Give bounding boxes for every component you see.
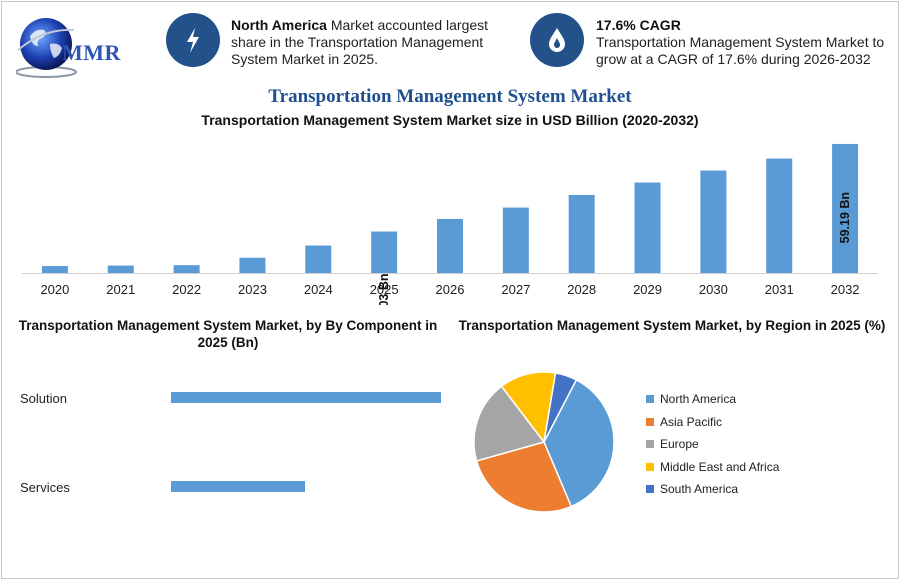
main-title: Transportation Management System Market [268, 86, 632, 107]
highlight-2-badge [530, 13, 584, 67]
data-label: 59.19 Bn [838, 192, 852, 243]
bar-chart-title: Transportation Management System Market … [201, 112, 699, 128]
x-tick-label: 2022 [172, 282, 201, 297]
legend-item: Middle East and Africa [646, 456, 779, 479]
pie-slice-asia-pacific [475, 441, 573, 513]
x-tick-label: 2024 [304, 282, 333, 297]
highlight-1-body: Market accounted largest share in the Tr… [231, 17, 489, 67]
x-tick-label: 2029 [633, 282, 662, 297]
logo-text: MMR [62, 40, 121, 65]
data-label: 19.03 Bn [377, 274, 391, 305]
legend-swatch [646, 485, 654, 494]
component-chart-title: Transportation Management System Market,… [18, 318, 438, 350]
highlight-1-badge [166, 13, 220, 67]
highlight-2-body: Transportation Management System Market … [596, 34, 885, 67]
x-tick-label: 2021 [106, 282, 135, 297]
legend-swatch [646, 462, 654, 471]
x-tick-label: 2023 [238, 282, 267, 297]
bar-2020 [41, 266, 68, 273]
bar-2031 [766, 158, 793, 273]
legend-label: Middle East and Africa [660, 459, 780, 474]
mmr-logo [16, 18, 77, 78]
bar-2030 [700, 170, 727, 273]
legend-label: South America [660, 482, 739, 497]
pie-slice-europe [473, 385, 546, 462]
legend-label: North America [660, 392, 737, 407]
bar-2029 [634, 182, 661, 273]
component-label: Services [20, 480, 70, 495]
bar-2026 [437, 218, 463, 273]
legend-swatch [646, 395, 654, 404]
legend-item: Asia Pacific [646, 411, 779, 434]
bar-2021 [107, 265, 134, 273]
drop-icon [549, 28, 565, 52]
highlight-2-bold: 17.6% CAGR [596, 17, 681, 33]
pie-slice-north-america [543, 378, 615, 508]
region-chart-title: Transportation Management System Market,… [458, 318, 886, 333]
bar-2025 [371, 231, 398, 273]
pie-slice-middle-east-and-africa [500, 371, 557, 444]
legend-swatch [646, 440, 654, 449]
component-bar-solution [171, 392, 441, 403]
x-tick-label: 2020 [40, 282, 69, 297]
legend-item: Europe [646, 433, 779, 456]
market-size-bar-chart: 2020 2021 2022 2023 2024 2025 2026 2027 2028 2029… [22, 143, 878, 305]
legend-item: South America [646, 478, 779, 501]
bar-2032 [832, 143, 859, 273]
region-pie-chart [473, 371, 615, 513]
region-legend: North America Asia Pacific Europe Middle Ea… [646, 388, 779, 501]
legend-label: Asia Pacific [660, 414, 723, 429]
x-tick-label: 2025 [370, 282, 399, 297]
lightning-icon [187, 28, 199, 53]
bar-2022 [173, 265, 200, 273]
bar-2027 [502, 207, 529, 273]
component-bar-services [171, 481, 305, 492]
x-tick-label: 2032 [831, 282, 860, 297]
x-tick-label: 2027 [501, 282, 530, 297]
bar-2028 [568, 194, 595, 273]
bar-2023 [239, 257, 266, 273]
x-tick-label: 2030 [699, 282, 728, 297]
highlight-1-text: North America Market accounted largest s… [231, 17, 511, 68]
legend-swatch [646, 417, 654, 426]
legend-label: Europe [660, 437, 699, 452]
x-tick-label: 2028 [567, 282, 596, 297]
pie-slice-south-america [543, 372, 578, 443]
highlight-1-bold: North America [231, 17, 327, 33]
x-tick-label: 2026 [436, 282, 465, 297]
bar-2024 [305, 245, 332, 273]
component-label: Solution [20, 391, 67, 406]
highlight-2-text: 17.6% CAGR Transportation Management Sys… [596, 17, 892, 68]
x-tick-label: 2031 [765, 282, 794, 297]
legend-item: North America [646, 388, 779, 411]
